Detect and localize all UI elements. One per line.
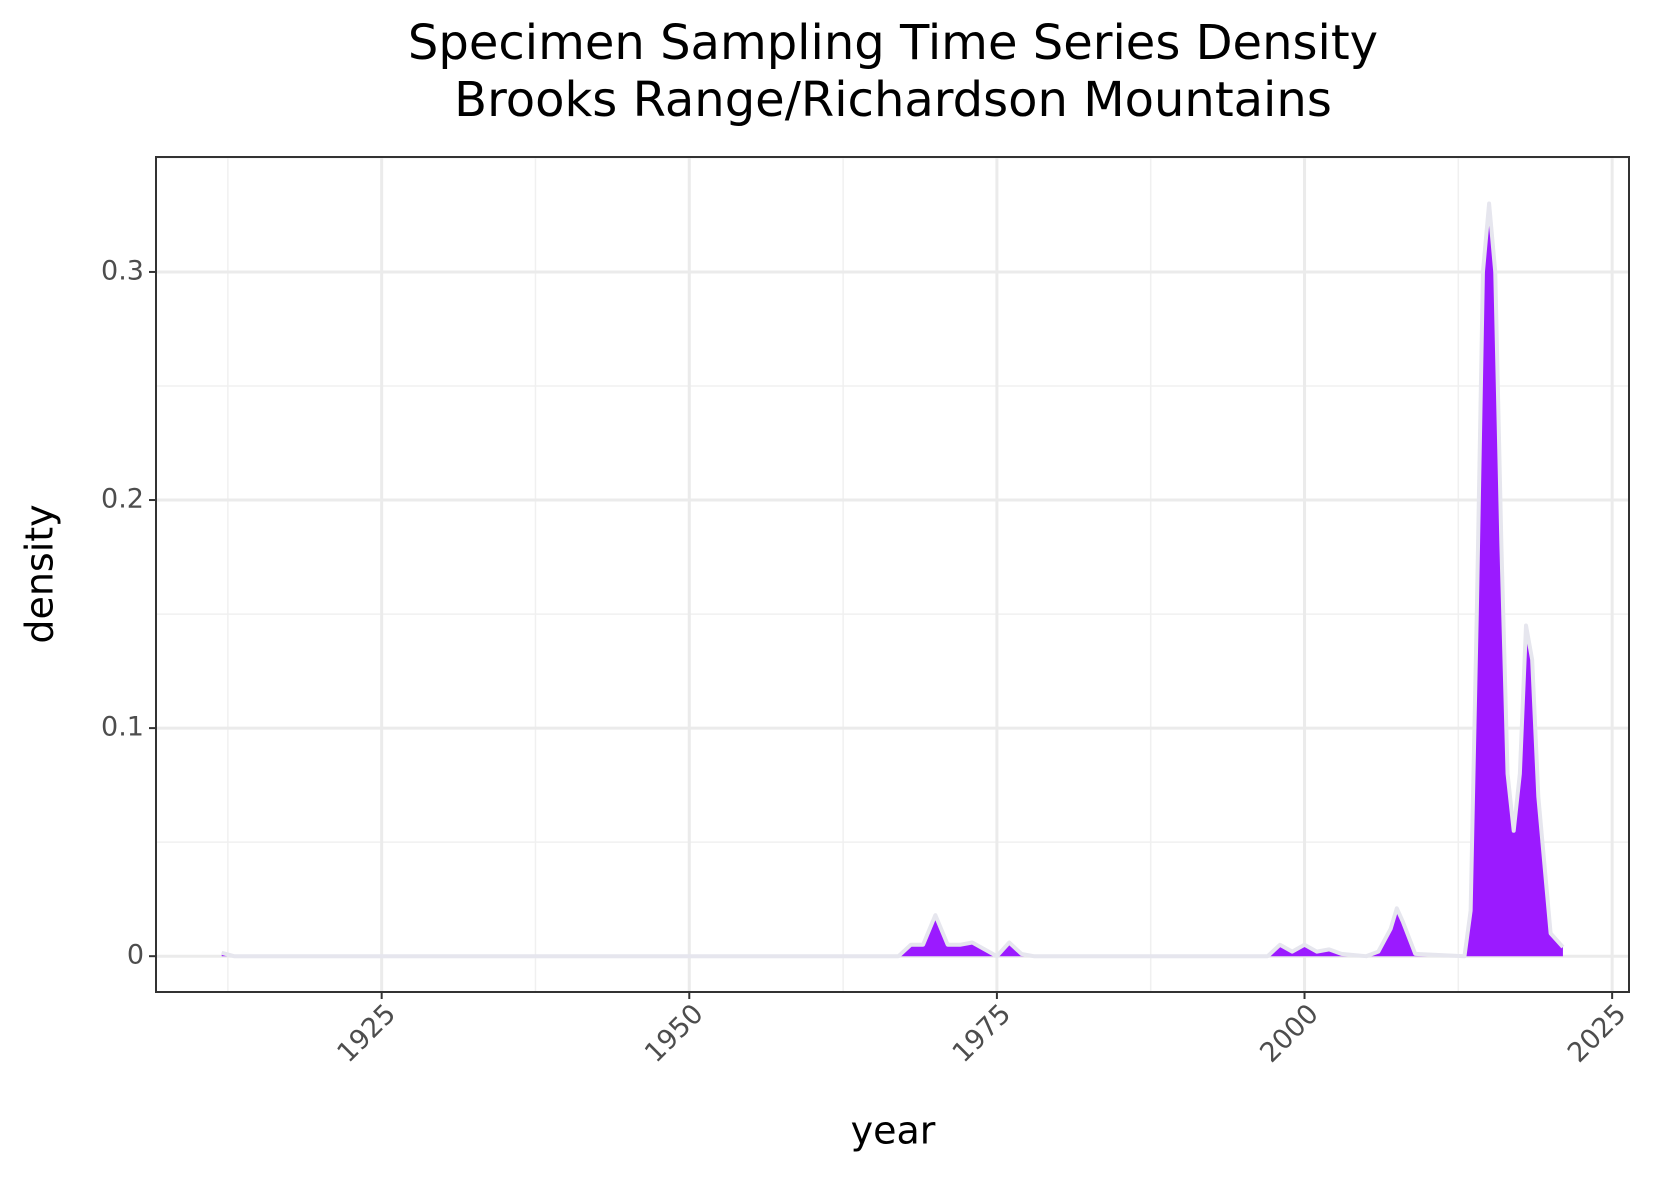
x-axis-title: year	[851, 1109, 936, 1153]
x-tick-label: 1925	[331, 998, 402, 1069]
y-tick-label: 0.1	[101, 712, 144, 743]
plot-background	[156, 157, 1629, 992]
x-tick-label: 1950	[639, 998, 710, 1069]
y-tick-label: 0.3	[101, 255, 144, 286]
x-tick-label: 1975	[947, 998, 1018, 1069]
plot-border	[155, 156, 1630, 993]
x-tick-label: 2000	[1254, 998, 1325, 1069]
y-tick-label: 0.2	[101, 484, 144, 515]
chart-subtitle: Brooks Range/Richardson Mountains	[454, 72, 1332, 128]
x-tick-label: 2025	[1562, 998, 1633, 1069]
y-tick-label: 0	[127, 940, 144, 971]
chart-title: Specimen Sampling Time Series Density	[408, 15, 1378, 71]
density-outline	[221, 201, 1565, 959]
y-axis-title: density	[18, 504, 62, 643]
